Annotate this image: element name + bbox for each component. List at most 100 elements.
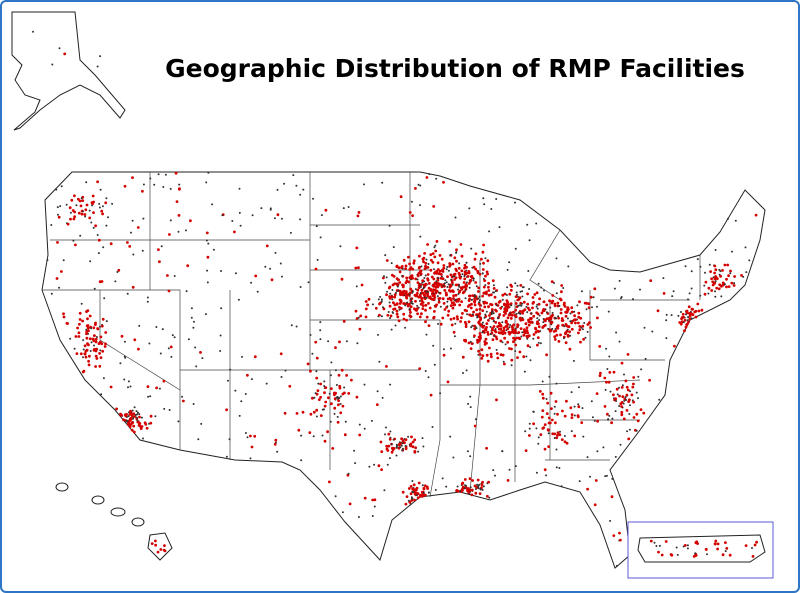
facility-dot [491,338,495,341]
facility-dot [424,303,428,307]
facility-dot [456,485,459,488]
facility-dot [522,355,526,359]
facility-dot [474,267,478,271]
facility-dot [162,548,166,552]
facility-dot [200,422,203,425]
facility-dot [522,333,526,337]
facility-dot [204,313,207,316]
facility-dot [461,291,465,295]
facility-dot [409,298,412,301]
facility-dot [532,314,536,318]
facility-dot [463,478,467,481]
facility-dot [104,201,108,205]
facility-dot [389,430,392,433]
facility-dot [378,301,382,305]
facility-dot [434,285,438,289]
facility-dot [392,438,395,441]
facility-dot [380,468,383,471]
facility-dot [639,408,643,411]
facility-dot [421,291,425,295]
facility-dot [528,422,531,425]
facility-dot [93,344,95,347]
facility-dot [517,331,521,334]
facility-dot [452,297,455,300]
facility-dot [193,320,195,323]
facility-dot [387,286,391,290]
facility-dot [625,385,629,389]
facility-dot [315,415,318,418]
facility-dot [85,203,89,207]
facility-dot [375,403,379,406]
facility-dot [541,409,545,412]
facility-dot [614,397,618,401]
facility-dot [319,382,322,386]
facility-dot [131,285,135,289]
facility-dot [536,307,539,310]
facility-dot [506,268,509,271]
facility-dot [414,299,417,303]
facility-dot [543,447,547,451]
facility-dot [315,356,319,360]
facility-dot [327,340,330,343]
facility-dot [451,283,454,286]
facility-dot [514,465,517,468]
facility-dot [467,299,471,302]
facility-dot [688,317,692,321]
facility-dot [283,411,287,415]
facility-dot [454,293,458,297]
facility-dot [713,277,717,281]
facility-dot [312,435,315,438]
facility-dot [396,285,399,288]
facility-dot [386,463,389,466]
facility-dot [615,387,619,391]
facility-dot [509,288,513,292]
facility-dot [537,330,541,333]
facility-dot [132,253,135,256]
facility-dot [538,314,541,317]
facility-dot [561,409,564,413]
facility-dot [434,244,437,247]
facility-dot [427,282,431,285]
facility-dot [388,304,392,308]
facility-dot [461,481,465,485]
facility-dot [128,417,132,421]
facility-dot [449,435,452,438]
facility-dot [455,248,458,252]
facility-dot [704,271,706,274]
facility-dot [719,274,722,278]
facility-dot [472,277,475,280]
facility-dot [452,330,456,334]
facility-dot [417,286,421,290]
facility-dot [665,337,668,340]
facility-dot [690,287,693,290]
facility-dot [404,267,407,270]
facility-dot [483,340,487,344]
facility-dot [147,395,150,398]
facility-dot [511,328,515,332]
facility-dot [84,208,88,212]
facility-dot [714,268,718,272]
facility-dot [131,176,134,180]
facility-dot [335,384,338,386]
facility-dot [433,268,435,271]
facility-dot [156,550,160,554]
facility-dot [538,390,542,393]
facility-dot [686,319,689,322]
facility-dot [508,347,511,350]
facility-dot [350,378,353,382]
facility-dot [486,330,489,334]
facility-dot [410,435,413,439]
facility-dot [319,338,322,341]
facility-dot [632,376,636,379]
facility-dot [560,284,564,287]
facility-dot [470,302,473,306]
facility-dot [306,362,310,366]
facility-dot [89,260,92,263]
facility-dot [505,324,509,328]
facility-dot [529,346,532,349]
facility-dot [683,544,687,547]
facility-dot [401,290,404,294]
facility-dot [460,316,463,320]
facility-dot [637,375,640,378]
facility-dot [391,298,394,301]
